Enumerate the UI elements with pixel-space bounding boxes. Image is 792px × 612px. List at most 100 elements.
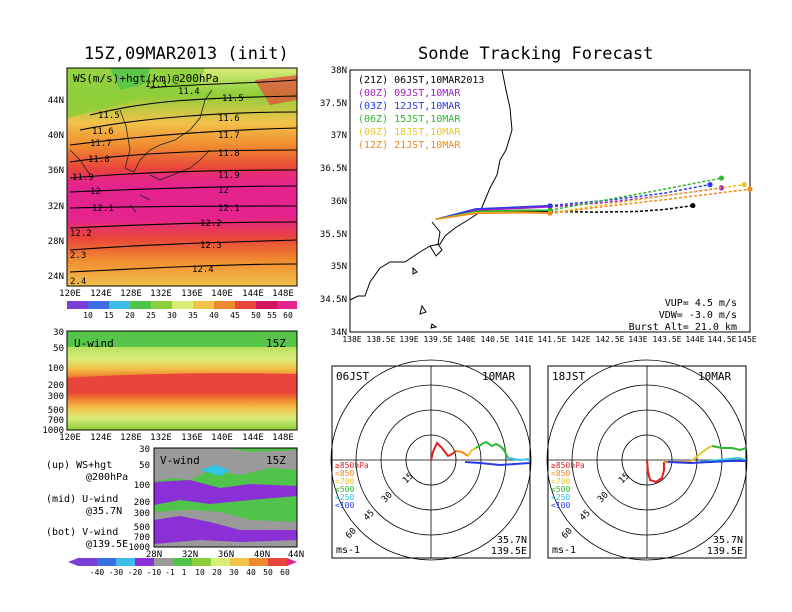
height-label: 11.5 — [222, 94, 244, 104]
info-burst: Burst Alt= 21.0 km — [629, 322, 737, 333]
colorbar-label: 35 — [188, 311, 198, 320]
track-lat-ticks: 38N 37.5N 37N 36.5N 36N 35.5N 35N 34.5N … — [320, 66, 347, 338]
colorbar-label: 15 — [104, 311, 114, 320]
track-series-descent — [549, 183, 711, 207]
legend-entry: <850 — [335, 469, 354, 478]
ws-map-label: WS(m/s)+hgt(km)@200hPa — [73, 72, 219, 85]
legend-entry: <250 — [551, 493, 570, 502]
track-burst-marker — [548, 208, 552, 213]
lat-tick: 38N — [331, 66, 347, 76]
legend-entry: (09Z) 18JST,10MAR — [358, 127, 461, 138]
colorbar-label: 10 — [195, 568, 205, 577]
lon-tick: 142E — [571, 335, 590, 344]
height-label: 11.4 — [178, 87, 200, 97]
lon-tick: 128E — [120, 433, 142, 443]
track-series-descent — [549, 177, 722, 211]
colorbar-label: 20 — [125, 311, 135, 320]
legend-entry: ≥850hPa — [335, 461, 369, 470]
lat-tick: 36N — [218, 550, 234, 560]
lon-tick: 144E — [685, 335, 704, 344]
polar-left-units: ms-1 — [336, 545, 360, 556]
legend-entry: <100 — [335, 501, 354, 510]
panel-notes: (up) WS+hgt @200hPa (mid) U-wind @35.7N … — [46, 460, 128, 550]
lon-tick: 132E — [150, 433, 172, 443]
polar-left-legend: ≥850hPa <850 <700 <500 <250 <100 — [335, 461, 369, 510]
track-panel — [349, 69, 751, 333]
note-bot: (bot) V-wind — [46, 527, 118, 538]
lat-tick: 32N — [182, 550, 198, 560]
right-title: Sonde Tracking Forecast — [418, 44, 654, 64]
height-label: 11.7 — [218, 131, 240, 141]
lon-tick: 140E — [211, 433, 233, 443]
lon-tick: 140E — [211, 289, 233, 299]
p-tick: 50 — [53, 344, 64, 354]
legend-entry: <700 — [551, 477, 570, 486]
height-label: 2.3 — [70, 251, 86, 261]
height-labels: 11.3 11.4 11.5 11.5 11.6 11.6 11.7 11.7 … — [70, 80, 244, 287]
colorbar-label: 30 — [167, 311, 177, 320]
note-mid: (mid) U-wind — [46, 494, 118, 505]
lon-tick: 143.5E — [653, 335, 682, 344]
lon-tick: 120E — [59, 433, 81, 443]
lat-tick: 28N — [48, 237, 64, 247]
uwind-panel — [66, 330, 298, 431]
polar-right-panel — [546, 359, 748, 561]
polar-right-date: 10MAR — [698, 370, 731, 383]
ws-map-panel — [66, 67, 298, 287]
polar-right-legend: ≥850hPa <850 <700 <500 <250 <100 — [551, 461, 585, 510]
legend-entry: <500 — [335, 485, 354, 494]
legend-entry: (12Z) 21JST,10MAR — [358, 140, 461, 151]
colorbar-label: 40 — [209, 311, 219, 320]
polar-right-lat: 35.7N — [713, 535, 743, 546]
lon-tick: 142.5E — [596, 335, 625, 344]
colorbar-label: 40 — [246, 568, 256, 577]
lat-tick: 35N — [331, 262, 347, 272]
lat-tick: 28N — [146, 550, 162, 560]
lat-tick: 36N — [331, 197, 347, 207]
track-series-descent — [549, 204, 694, 213]
height-label: 12.3 — [200, 241, 222, 251]
lon-tick: 148E — [272, 289, 294, 299]
height-label: 2.4 — [70, 277, 86, 287]
p-tick: 700 — [134, 533, 150, 543]
lon-tick: 128E — [120, 289, 142, 299]
note-mid2: @35.7N — [86, 506, 122, 517]
vwind-lat-ticks: 28N 32N 36N 40N 44N — [146, 550, 304, 560]
height-label: 12.4 — [192, 265, 214, 275]
track-endpoint — [718, 175, 725, 181]
lon-tick: 138.5E — [367, 335, 396, 344]
colorbar-label: 60 — [283, 311, 293, 320]
lon-tick: 124E — [90, 433, 112, 443]
lon-tick: 148E — [272, 433, 294, 443]
legend-entry: <700 — [335, 477, 354, 486]
vwind-p-ticks: 30 50 100 200 300 500 700 1000 — [128, 445, 150, 553]
lon-tick: 139E — [399, 335, 418, 344]
vwind-label: V-wind — [160, 454, 200, 467]
track-burst-marker — [548, 211, 552, 216]
colorbar-label: -1 — [165, 568, 175, 577]
map-lat-ticks: 44N 40N 36N 32N 28N 24N — [48, 96, 64, 282]
height-label: 11.6 — [218, 114, 240, 124]
polar-left-lat: 35.7N — [497, 535, 527, 546]
track-legend: (21Z) 06JST,10MAR2013 (00Z) 09JST,10MAR … — [358, 75, 484, 151]
height-label: 11.8 — [88, 155, 110, 165]
height-label: 12 — [218, 186, 229, 196]
lat-tick: 37N — [331, 131, 347, 141]
legend-entry: <850 — [551, 469, 570, 478]
map-lon-ticks: 120E 124E 128E 132E 136E 140E 144E 148E — [59, 289, 294, 299]
colorbar-label: 10 — [83, 311, 93, 320]
track-series-descent — [549, 183, 745, 214]
lon-tick: 120E — [59, 289, 81, 299]
track-lon-ticks: 138E 138.5E 139E 139.5E 140E 140.5E 141E… — [342, 335, 756, 344]
colorbar-label: -10 — [147, 568, 162, 577]
lat-tick: 36N — [48, 166, 64, 176]
p-tick: 1000 — [128, 543, 150, 553]
track-endpoint — [741, 182, 747, 188]
legend-entry: (06Z) 15JST,10MAR — [358, 114, 461, 125]
colorbar-label: -30 — [109, 568, 124, 577]
note-bot2: @139.5E — [86, 539, 128, 550]
colorbar-label: 60 — [280, 568, 290, 577]
colorbar-label: 25 — [146, 311, 156, 320]
lon-tick: 145E — [737, 335, 756, 344]
track-info: VUP= 4.5 m/s VDW= -3.0 m/s Burst Alt= 21… — [629, 298, 737, 333]
